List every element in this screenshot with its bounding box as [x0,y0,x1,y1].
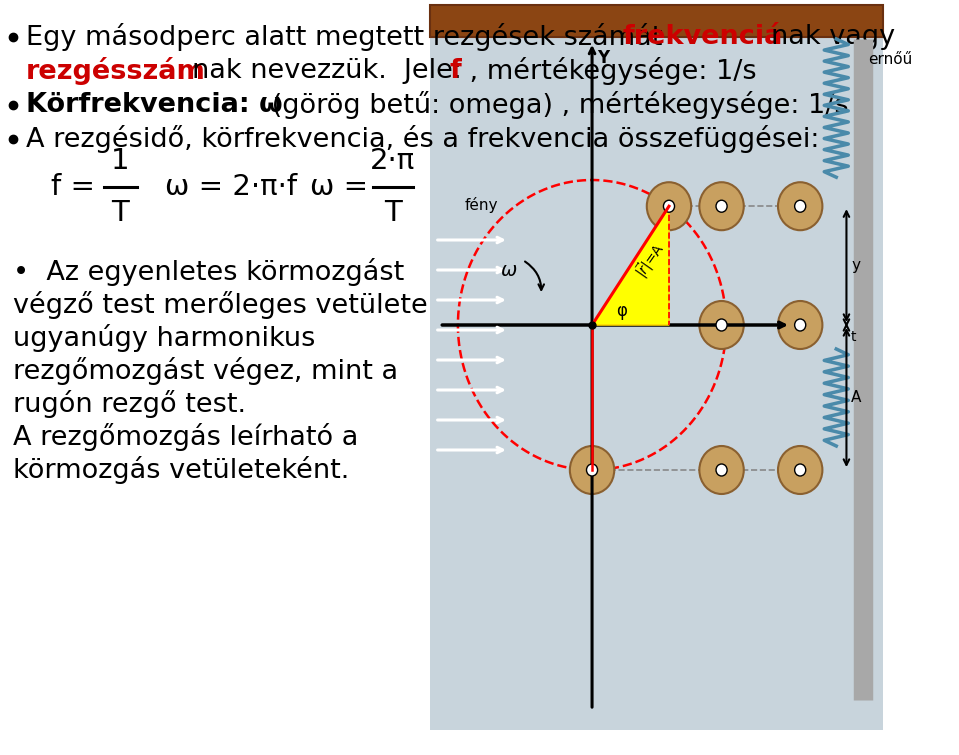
Circle shape [778,182,823,230]
Text: körmozgás vetületeként.: körmozgás vetületeként. [13,456,349,484]
Text: Y: Y [597,49,610,67]
Text: y: y [851,258,860,273]
Text: f =: f = [51,173,105,201]
Circle shape [795,319,806,331]
Circle shape [795,200,806,212]
Circle shape [778,301,823,349]
Bar [431,5,883,37]
Bar [431,5,883,730]
Circle shape [646,182,691,230]
Circle shape [587,464,597,476]
Text: nak vagy: nak vagy [771,24,895,50]
Circle shape [795,464,806,476]
Text: |$\vec{r}$|=A: |$\vec{r}$|=A [631,239,669,282]
Circle shape [699,446,744,494]
Text: A rezgésidő, körfrekvencia, és a frekvencia összefüggései:: A rezgésidő, körfrekvencia, és a frekven… [26,125,819,153]
Text: A rezgőmozgás leírható a: A rezgőmozgás leírható a [13,423,359,451]
Text: φ: φ [617,302,627,320]
Circle shape [699,301,744,349]
Text: végző test merőleges vetülete: végző test merőleges vetülete [13,291,428,319]
Circle shape [716,200,727,212]
Text: f: f [450,58,461,84]
Text: , mértékegysége: 1/s: , mértékegysége: 1/s [461,57,757,85]
Text: ugyanúgy harmonikus: ugyanúgy harmonikus [13,324,316,352]
Text: rezgésszám: rezgésszám [26,57,206,85]
Text: fény: fény [464,197,498,213]
Text: 2·π: 2·π [370,147,415,175]
Polygon shape [592,206,669,325]
Text: rezgőmozgást végez, mint a: rezgőmozgást végez, mint a [13,357,398,385]
Text: ω =: ω = [311,173,378,201]
Text: nak nevezzük.  Jele:: nak nevezzük. Jele: [193,58,471,84]
Text: T: T [111,199,129,227]
Text: (görög betű: omega) , mértékegysége: 1/s: (görög betű: omega) , mértékegysége: 1/s [264,91,849,119]
Text: 1: 1 [111,147,129,175]
Text: ernőű: ernőű [868,52,912,67]
Text: ω: ω [501,260,517,279]
Text: A: A [851,390,861,405]
Text: Egy másodperc alatt megtett rezgések számát: Egy másodperc alatt megtett rezgések szá… [26,23,671,51]
Text: rugón rezgő test.: rugón rezgő test. [13,390,246,418]
Circle shape [699,182,744,230]
Text: Körfrekvencia: ω: Körfrekvencia: ω [26,92,283,118]
Circle shape [664,200,674,212]
Text: frekvenciá: frekvenciá [622,24,783,50]
Text: •  Az egyenletes körmozgást: • Az egyenletes körmozgást [13,258,404,286]
Text: t: t [851,330,856,344]
Circle shape [570,446,615,494]
Text: ω = 2·π·f: ω = 2·π·f [165,173,297,201]
Text: T: T [384,199,402,227]
Circle shape [778,446,823,494]
Circle shape [716,319,727,331]
Circle shape [716,464,727,476]
